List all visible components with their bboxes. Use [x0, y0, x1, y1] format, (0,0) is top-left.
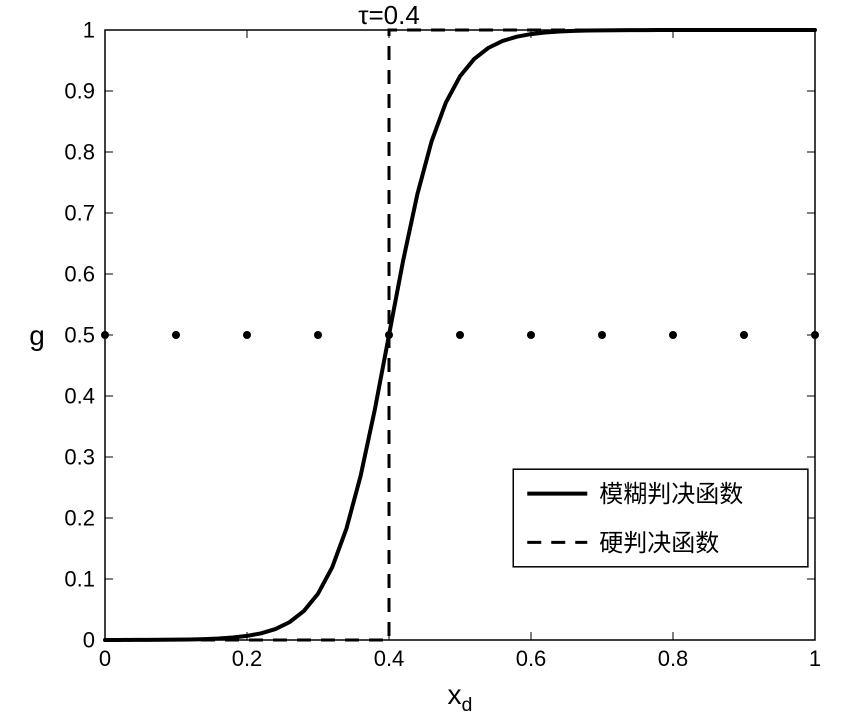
x-tick-label: 0: [99, 646, 111, 671]
x-tick-label: 0.4: [374, 646, 405, 671]
x-tick-label: 0.8: [658, 646, 689, 671]
reference-dot: [172, 331, 180, 339]
y-tick-label: 0.7: [64, 201, 95, 226]
chart-title: τ=0.4: [358, 0, 420, 30]
decision-function-chart: 0 0.2 0.4 0.6 0.8 1 0 0.1 0.2 0.3 0.4 0.5 0.6 0.7 0.8 0…: [0, 0, 845, 718]
y-tick-label: 0.1: [64, 567, 95, 592]
reference-dot: [101, 331, 109, 339]
legend-label-fuzzy: 模糊判决函数: [599, 481, 743, 508]
reference-dot: [669, 331, 677, 339]
y-tick-label: 0.2: [64, 506, 95, 531]
reference-dot: [527, 331, 535, 339]
y-tick-label: 0.9: [64, 79, 95, 104]
y-axis-label: g: [29, 320, 45, 351]
x-axis-label: xd: [448, 679, 473, 716]
y-tick-label: 0: [83, 628, 95, 653]
y-tick-label: 1: [83, 18, 95, 43]
y-tick-label: 0.4: [64, 384, 95, 409]
legend-label-hard: 硬判决函数: [599, 530, 719, 557]
reference-dot: [456, 331, 464, 339]
y-tick-label: 0.8: [64, 140, 95, 165]
x-tick-label: 1: [809, 646, 821, 671]
y-tick-label: 0.6: [64, 262, 95, 287]
x-tick-label: 0.6: [516, 646, 547, 671]
reference-dot: [598, 331, 606, 339]
y-tick-label: 0.3: [64, 445, 95, 470]
reference-dot: [314, 331, 322, 339]
x-tick-label: 0.2: [232, 646, 263, 671]
reference-dot: [740, 331, 748, 339]
reference-dot: [811, 331, 819, 339]
y-tick-label: 0.5: [64, 323, 95, 348]
reference-dot: [243, 331, 251, 339]
